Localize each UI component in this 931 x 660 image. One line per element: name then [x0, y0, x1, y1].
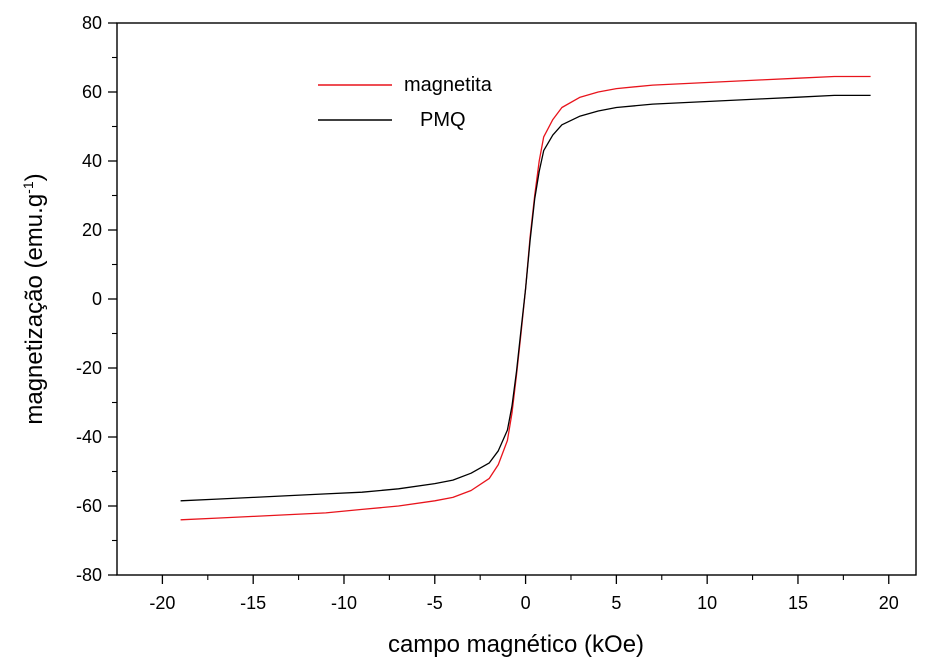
plot-frame	[116, 22, 917, 576]
x-tick-label: 0	[521, 593, 531, 613]
x-axis-label: campo magnético (kOe)	[388, 631, 644, 658]
y-tick-label: -80	[76, 565, 102, 585]
x-tick-label: -15	[240, 593, 266, 613]
x-tick-label: -10	[331, 593, 357, 613]
y-tick-label: 20	[82, 220, 102, 240]
x-tick-label: 15	[788, 593, 808, 613]
x-tick-label: 20	[879, 593, 899, 613]
series-lines	[180, 75, 871, 521]
x-tick-label: 5	[611, 593, 621, 613]
x-tick-label: 10	[697, 593, 717, 613]
axis-ticks: -20 -15 -10 -5 0 5 10 15 20 -80 -60 -40 -20 0 20 40 60 80	[76, 13, 899, 613]
x-tick-label: -20	[149, 593, 175, 613]
y-tick-label: -60	[76, 496, 102, 516]
x-tick-label: -5	[427, 593, 443, 613]
legend-label-pmq: PMQ	[420, 109, 466, 131]
series-line-pmq	[180, 94, 871, 502]
y-tick-label: -20	[76, 358, 102, 378]
legend-label-magnetita: magnetita	[404, 74, 493, 96]
legend: magnetita PMQ	[318, 74, 493, 131]
series-line-magnetita	[180, 75, 871, 521]
y-tick-label: 80	[82, 13, 102, 33]
y-tick-label: 40	[82, 151, 102, 171]
y-tick-label: 0	[92, 289, 102, 309]
y-axis-label: magnetização (emu.g-1)	[20, 173, 48, 424]
y-tick-label: 60	[82, 82, 102, 102]
y-tick-label: -40	[76, 427, 102, 447]
